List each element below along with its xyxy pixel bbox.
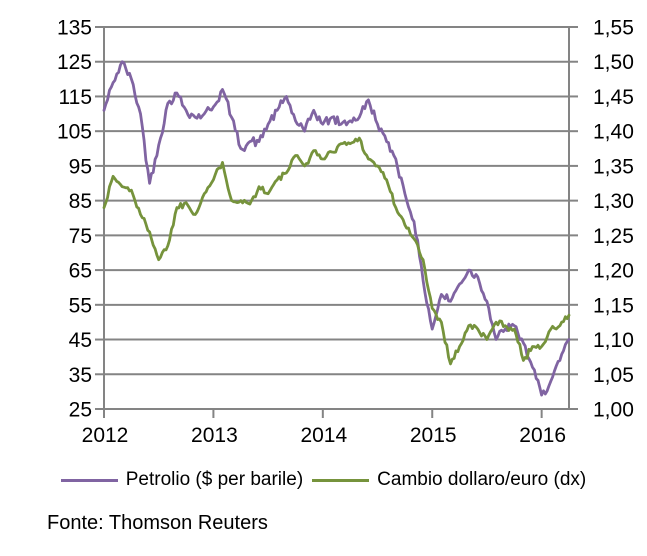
right-tick-label: 1,55: [593, 17, 634, 40]
left-tick-label: 115: [59, 86, 92, 109]
legend-item-petrolio: Petrolio ($ per barile): [60, 469, 304, 491]
legend-item-cambio: Cambio dollaro/euro (dx): [312, 469, 586, 491]
source-note: Fonte: Thomson Reuters: [47, 512, 268, 534]
plot-area: 135 1,55 125 1,50 115 1,45 105 1,40 95 1,35 85 1,30…: [57, 17, 634, 448]
series-line-cambio: [102, 136, 571, 366]
right-tick-label: 1,10: [593, 329, 634, 352]
left-tick-label: 135: [57, 17, 92, 40]
legend-label-cambio: Cambio dollaro/euro (dx): [377, 469, 587, 490]
left-tick-label: 65: [69, 260, 92, 283]
left-tick-label: 35: [69, 364, 92, 387]
right-tick-label: 1,20: [593, 260, 634, 283]
right-tick-label: 1,40: [593, 121, 634, 144]
right-tick-label: 1,00: [593, 399, 634, 422]
right-tick-label: 1,05: [593, 364, 634, 387]
right-tick-label: 1,45: [593, 86, 634, 109]
legend: Petrolio ($ per barile) Cambio dollaro/e…: [0, 469, 647, 491]
legend-line-cambio-icon: [312, 478, 370, 482]
right-tick-label: 1,30: [593, 190, 634, 213]
series-line-petrolio: [102, 60, 571, 397]
left-tick-label: 125: [57, 51, 92, 74]
legend-line-petrolio-icon: [60, 478, 118, 482]
right-tick-label: 1,15: [593, 294, 634, 317]
x-tick-label: 2016: [519, 424, 566, 447]
right-tick-label: 1,25: [593, 225, 634, 248]
left-tick-label: 105: [57, 121, 92, 144]
x-tick-label: 2012: [82, 424, 129, 447]
x-tick-label: 2014: [300, 424, 347, 447]
left-tick-label: 95: [69, 155, 92, 178]
x-tick-label: 2015: [410, 424, 457, 447]
left-tick-label: 85: [69, 190, 92, 213]
left-tick-label: 25: [69, 399, 92, 422]
left-tick-label: 75: [69, 225, 92, 248]
left-tick-label: 55: [69, 294, 92, 317]
right-tick-label: 1,50: [593, 51, 634, 74]
right-tick-label: 1,35: [593, 155, 634, 178]
legend-label-petrolio: Petrolio ($ per barile): [125, 469, 304, 490]
left-tick-label: 45: [69, 329, 92, 352]
x-tick-label: 2013: [191, 424, 238, 447]
